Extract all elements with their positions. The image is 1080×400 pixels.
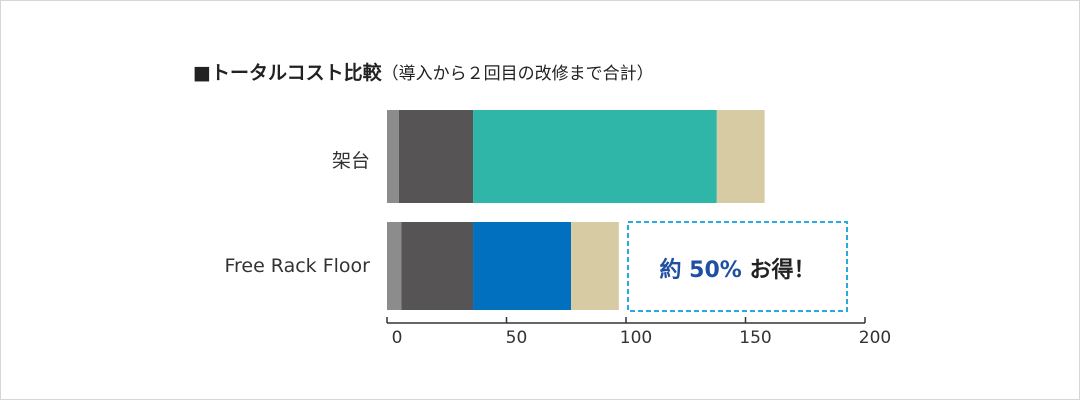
bar-segment-0-2	[473, 110, 717, 203]
x-tick-label-4: 200	[859, 328, 891, 348]
savings-callout-box	[627, 221, 848, 312]
bars-group	[387, 110, 765, 310]
chart-title-sub: （導入から２回目の改修まで合計）	[381, 64, 654, 84]
bar-segment-0-0	[387, 110, 399, 203]
bar-segment-0-1	[398, 110, 474, 203]
x-axis: 0 50 100 150 200	[386, 317, 891, 348]
bar-segment-1-4	[571, 222, 619, 310]
savings-percent: 約 50%	[659, 258, 742, 283]
bar-segment-1-1	[401, 222, 474, 310]
chart-title-main: ■トータルコスト比較	[193, 62, 382, 84]
x-tick-label-1: 50	[506, 328, 528, 348]
savings-label: お得！	[749, 258, 816, 283]
x-tick-label-0: 0	[392, 328, 403, 348]
category-label-1: Free Rack Floor	[224, 255, 370, 277]
category-label-0: 架台	[331, 150, 370, 172]
savings-callout-text: 約 50% お得！	[628, 252, 847, 284]
bar-segment-0-4	[716, 110, 765, 203]
x-tick-label-3: 150	[739, 328, 771, 348]
bar-segment-1-0	[387, 222, 402, 310]
bar-segment-1-3	[473, 222, 572, 310]
x-tick-label-2: 100	[620, 328, 652, 348]
chart-title: ■トータルコスト比較（導入から２回目の改修まで合計）	[193, 58, 654, 85]
